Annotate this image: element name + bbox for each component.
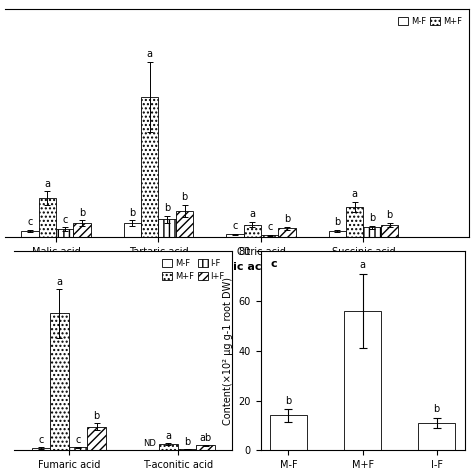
Legend: M-F, M+F: M-F, M+F — [395, 14, 465, 29]
Bar — [196, 446, 215, 450]
Text: c: c — [232, 221, 237, 231]
Text: b: b — [164, 203, 170, 213]
Bar — [124, 223, 141, 237]
Bar — [158, 219, 176, 237]
Bar — [87, 427, 106, 450]
Bar — [176, 211, 193, 237]
Text: a: a — [165, 431, 172, 441]
Text: b: b — [182, 192, 188, 202]
Bar — [73, 223, 91, 237]
Bar — [226, 234, 244, 237]
Text: c: c — [267, 222, 273, 232]
Bar — [364, 228, 381, 237]
Legend: M-F, M+F, I-F, I+F: M-F, M+F, I-F, I+F — [159, 255, 228, 284]
Bar — [418, 423, 455, 450]
Text: c: c — [62, 215, 67, 225]
Bar — [69, 447, 87, 450]
Text: c: c — [38, 435, 44, 445]
Bar — [50, 313, 69, 450]
Text: b: b — [284, 214, 290, 224]
Bar — [270, 415, 307, 450]
Text: b: b — [386, 210, 393, 220]
Bar — [141, 97, 158, 237]
Text: b: b — [93, 411, 100, 421]
Text: a: a — [147, 49, 153, 59]
Bar — [178, 449, 196, 450]
Bar — [261, 235, 278, 237]
Text: b: b — [334, 218, 340, 228]
Text: a: a — [352, 190, 358, 200]
Bar — [32, 448, 50, 450]
Text: a: a — [44, 179, 50, 189]
Bar — [56, 229, 73, 237]
Text: c: c — [75, 435, 81, 445]
X-axis label: Organic acids: Organic acids — [195, 262, 279, 272]
Bar — [159, 444, 178, 450]
Text: b: b — [285, 395, 292, 405]
Bar — [381, 225, 398, 237]
Text: c: c — [271, 259, 277, 269]
Text: a: a — [56, 276, 63, 287]
Text: ab: ab — [200, 433, 212, 443]
Text: a: a — [360, 260, 365, 270]
Bar — [21, 231, 38, 237]
Text: b: b — [434, 404, 440, 414]
Y-axis label: Content(×10² μg g-1 root DW): Content(×10² μg g-1 root DW) — [223, 277, 233, 425]
Text: c: c — [27, 218, 33, 228]
Text: b: b — [79, 208, 85, 218]
Text: b: b — [184, 437, 190, 447]
Bar — [278, 228, 296, 237]
Text: a: a — [249, 210, 255, 219]
Bar — [344, 311, 381, 450]
Bar — [346, 207, 364, 237]
Bar — [328, 231, 346, 237]
Text: b: b — [369, 213, 375, 223]
Bar — [244, 225, 261, 237]
Bar — [38, 199, 56, 237]
Text: b: b — [129, 208, 136, 218]
Text: ND: ND — [144, 439, 156, 448]
